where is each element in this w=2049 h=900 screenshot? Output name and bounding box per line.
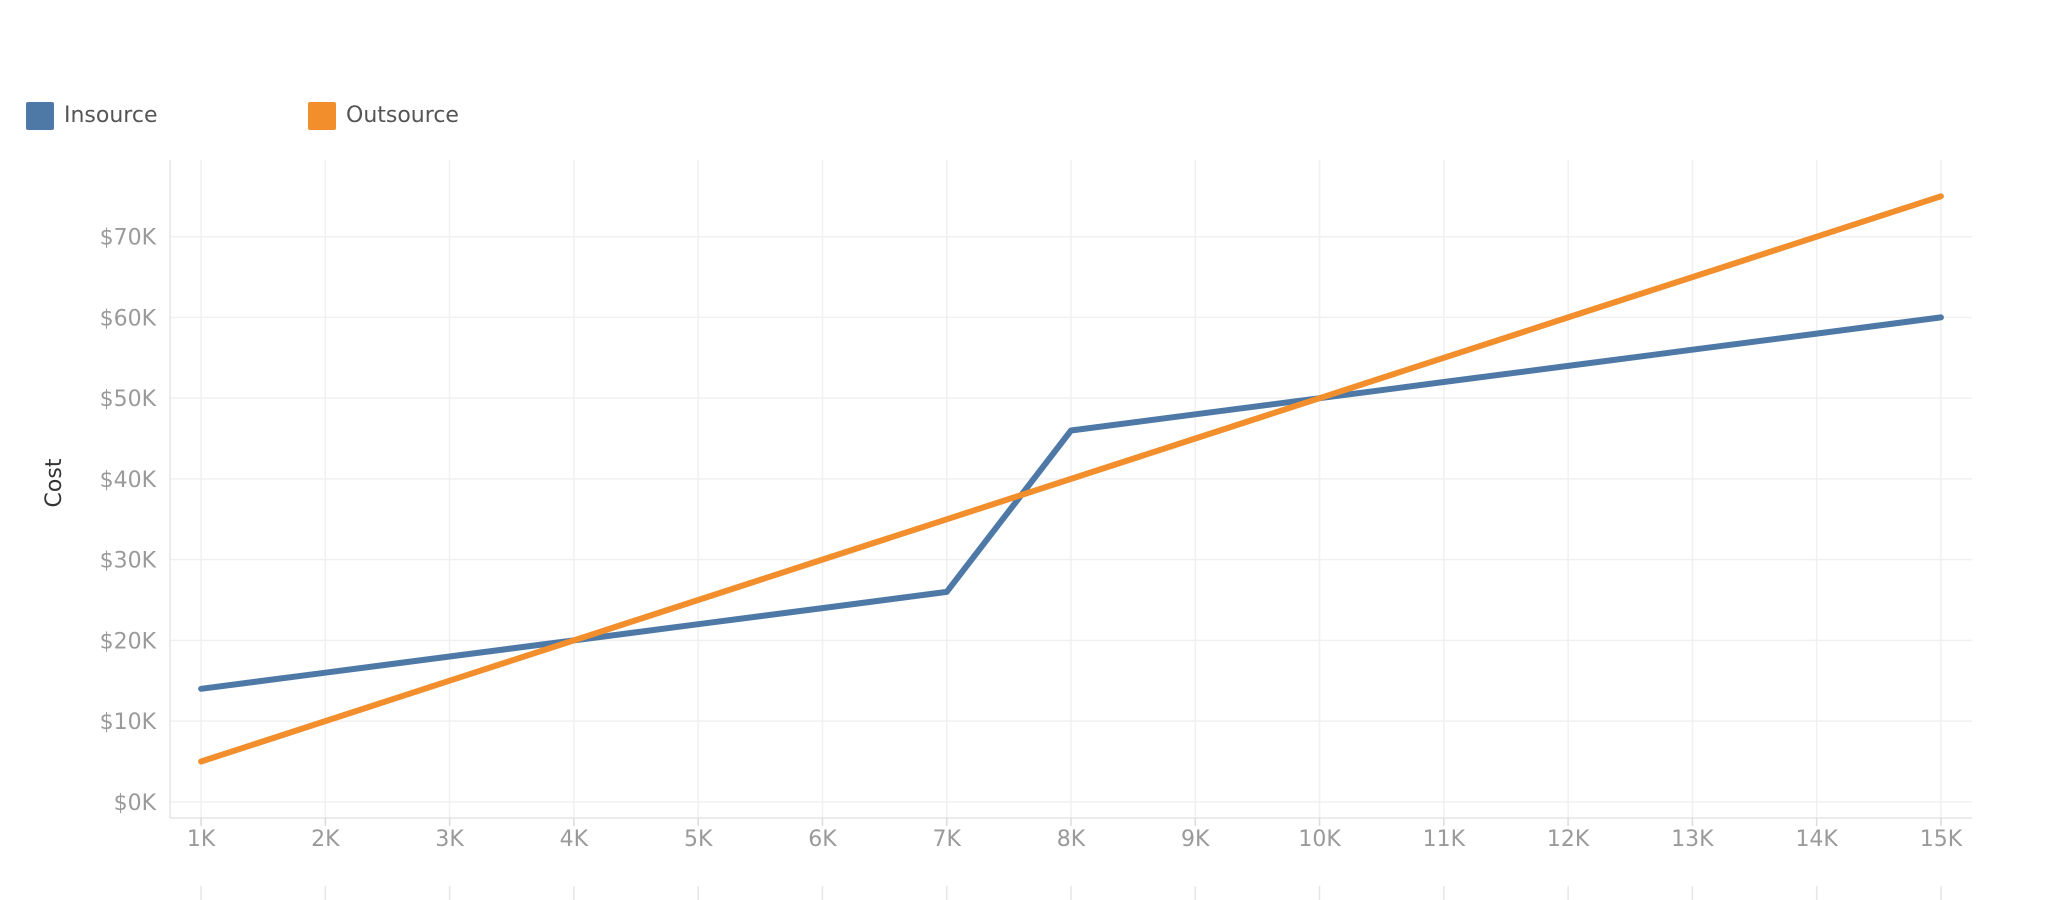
y-tick-label: $10K [100,710,157,735]
y-tick-label: $20K [100,629,157,654]
grid [170,160,1972,900]
y-tick-label: $70K [100,226,157,251]
series-line-insource [198,314,1944,692]
x-tick-label: 11K [1423,827,1466,852]
legend-swatch-outsource [308,102,336,130]
x-tick-label: 13K [1671,827,1714,852]
x-tick-label: 2K [311,827,340,852]
x-tick-label: 9K [1181,827,1210,852]
legend-swatch-insource [26,102,54,130]
x-tick-label: 15K [1920,827,1963,852]
y-tick-label: $60K [100,306,157,331]
x-tick-label: 7K [933,827,962,852]
x-tick-label: 12K [1547,827,1590,852]
y-tick-label: $30K [100,549,157,574]
x-tick-label: 1K [187,827,216,852]
y-tick-label: $40K [100,468,157,493]
series-line-outsource [198,193,1944,765]
x-tick-label: 5K [684,827,713,852]
y-tick-label: $0K [114,791,157,816]
x-tick-label: 6K [808,827,837,852]
x-tick-label: 3K [435,827,464,852]
x-tick-label: 4K [560,827,589,852]
x-tick-label: 8K [1057,827,1086,852]
x-tick-label: 10K [1298,827,1341,852]
axes: 1K 2K 3K 4K 5K 6K 7K 8K 9K 10K 11K 12K 13K 14K 15K $0K $… [100,160,1972,852]
y-tick-label: $50K [100,387,157,412]
series-lines [198,193,1944,765]
legend-label-insource: Insource [64,103,158,128]
x-tick-label: 14K [1795,827,1838,852]
legend-label-outsource: Outsource [346,103,459,128]
y-axis-title: Cost [42,458,67,507]
